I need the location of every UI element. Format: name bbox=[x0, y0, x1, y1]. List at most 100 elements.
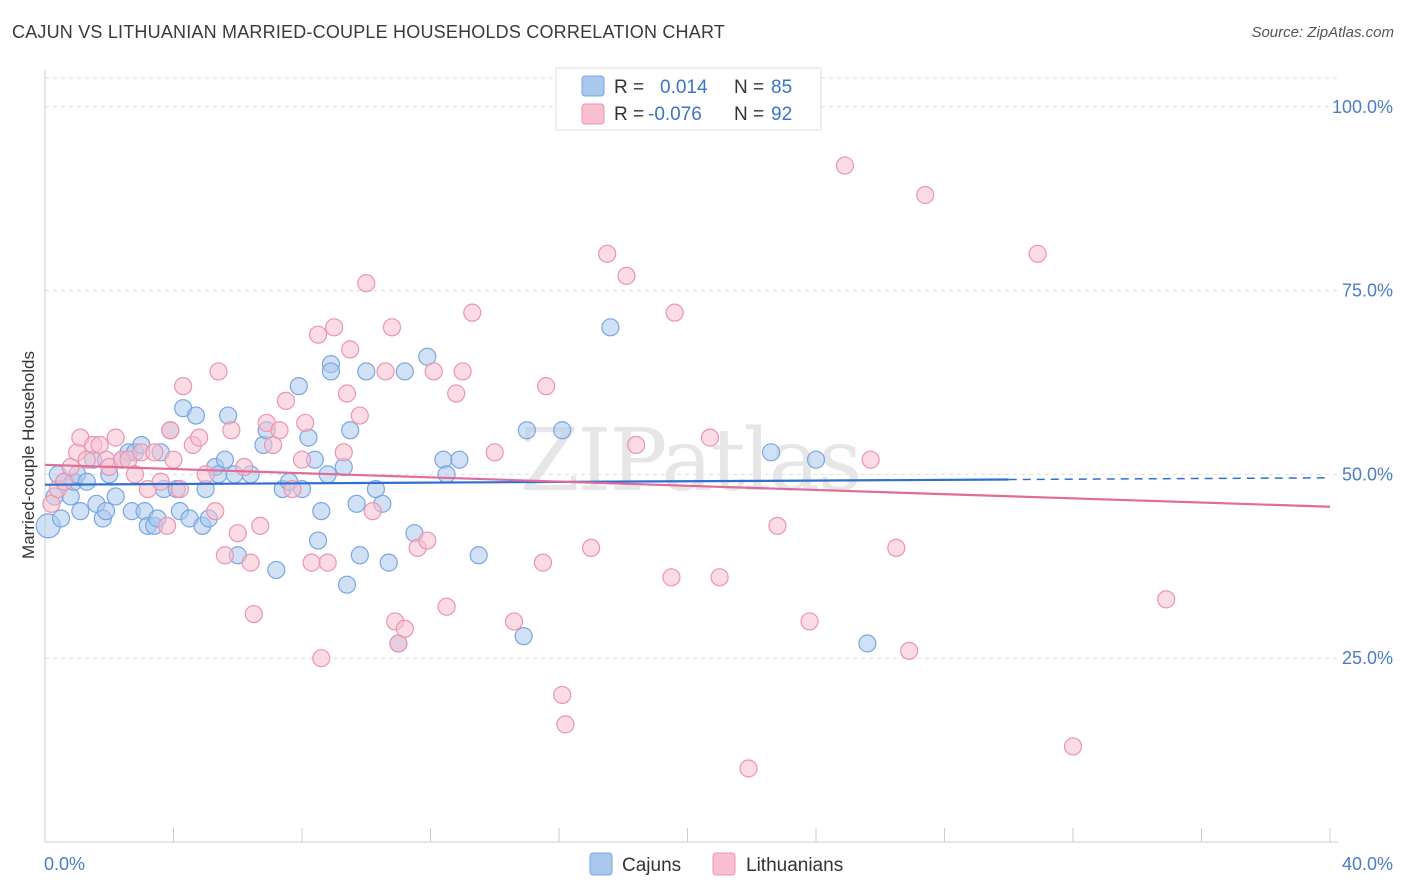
bottom-legend-lithuanians: Lithuanians bbox=[746, 855, 843, 876]
lithuanian-point bbox=[196, 465, 215, 484]
lithuanian-point bbox=[222, 421, 241, 440]
lithuanian-point bbox=[485, 443, 504, 462]
cajun-point bbox=[106, 487, 125, 506]
lithuanian-point bbox=[700, 428, 720, 447]
lithuanian-point bbox=[710, 568, 729, 587]
cajun-point bbox=[51, 509, 71, 528]
lithuanian-point bbox=[598, 244, 617, 263]
legend-r-value-2: -0.076 bbox=[648, 104, 702, 125]
cajun-trend-extension bbox=[1008, 477, 1331, 481]
bottom-legend-swatch-cajuns bbox=[589, 852, 613, 876]
lithuanian-point bbox=[504, 612, 524, 631]
lithuanian-point bbox=[209, 362, 228, 381]
lithuanian-point bbox=[276, 391, 296, 410]
lithuanian-point bbox=[145, 443, 164, 462]
cajun-point bbox=[514, 627, 533, 646]
bottom-legend-swatch-lithuanians bbox=[712, 852, 736, 876]
y-tick-labels: 25.0% 50.0% 75.0% 100.0% bbox=[1332, 97, 1393, 668]
lithuanian-point bbox=[626, 435, 646, 455]
lithuanian-point bbox=[292, 450, 312, 469]
cajun-point bbox=[299, 428, 318, 447]
lithuanian-point bbox=[334, 443, 353, 462]
lithuanian-point bbox=[357, 274, 376, 293]
lithuanian-point bbox=[395, 619, 414, 638]
lithuanian-point bbox=[157, 516, 177, 535]
lithuanian-point bbox=[308, 325, 328, 344]
x-tick-label: 40.0% bbox=[1342, 854, 1393, 874]
lithuanian-point bbox=[553, 685, 572, 705]
cajun-trend-line bbox=[44, 478, 1009, 486]
legend-n-label-1: N = bbox=[734, 77, 764, 98]
lithuanian-point bbox=[125, 465, 145, 484]
legend-r-label-1: R = bbox=[614, 77, 644, 98]
lithuanian-point bbox=[382, 318, 402, 337]
lithuanian-point bbox=[1028, 244, 1047, 263]
cajun-point bbox=[267, 560, 286, 580]
y-tick-label: 50.0% bbox=[1342, 464, 1393, 484]
series-legend: Cajuns Lithuanians bbox=[589, 852, 843, 876]
lithuanian-point bbox=[244, 604, 263, 624]
lithuanian-point bbox=[161, 421, 180, 440]
lithuanian-point bbox=[312, 649, 331, 668]
cajun-point bbox=[434, 450, 453, 469]
lithuanian-point bbox=[533, 553, 553, 572]
lithuanian-point bbox=[1063, 737, 1083, 756]
y-tick-label: 75.0% bbox=[1342, 281, 1393, 301]
lithuanian-point bbox=[106, 428, 125, 447]
lithuanian-point bbox=[768, 516, 787, 535]
lithuanian-point bbox=[206, 502, 225, 521]
legend-r-value-1: 0.014 bbox=[660, 77, 708, 98]
lithuanian-point bbox=[337, 384, 357, 403]
cajun-point bbox=[71, 502, 90, 521]
lithuanian-point bbox=[453, 362, 472, 381]
lithuanian-point bbox=[363, 502, 382, 521]
lithuanian-point bbox=[174, 377, 193, 396]
source-credit: Source: ZipAtlas.com bbox=[1251, 24, 1394, 41]
legend-swatch-lithuanians bbox=[581, 103, 605, 125]
cajun-point bbox=[379, 553, 398, 572]
lithuanian-point bbox=[251, 516, 270, 535]
lithuanian-point bbox=[861, 450, 880, 469]
lithuanian-point bbox=[617, 266, 636, 285]
legend-r-label-2: R = bbox=[614, 104, 644, 125]
lithuanian-point bbox=[537, 377, 556, 396]
lithuanian-point bbox=[151, 472, 170, 491]
legend-n-value-2: 92 bbox=[771, 104, 792, 125]
trend-lines bbox=[44, 463, 1331, 508]
lithuanian-point bbox=[437, 597, 456, 616]
lithuanian-point bbox=[662, 568, 681, 587]
cajun-point bbox=[450, 450, 469, 469]
lithuanian-point bbox=[800, 612, 819, 631]
lithuanian-point bbox=[296, 413, 315, 433]
lithuanian-point bbox=[424, 362, 443, 381]
lithuanian-point bbox=[270, 421, 289, 440]
cajun-point bbox=[96, 502, 116, 521]
cajun-point bbox=[321, 362, 341, 381]
cajun-point bbox=[312, 502, 331, 521]
lithuanian-point bbox=[190, 428, 209, 447]
cajun-point bbox=[357, 362, 376, 381]
grid-lines bbox=[45, 77, 1338, 659]
cajun-point bbox=[761, 443, 781, 462]
correlation-legend: R = 0.014 N = 85 R = -0.076 N = 92 bbox=[555, 67, 822, 131]
cajun-point bbox=[347, 494, 366, 513]
x-tick-label: 0.0% bbox=[44, 854, 85, 874]
cajun-point bbox=[215, 450, 234, 469]
bottom-legend-cajuns: Cajuns bbox=[622, 855, 681, 876]
lithuanian-trend-line bbox=[44, 463, 1331, 508]
cajun-point bbox=[350, 546, 369, 565]
lithuanian-point bbox=[447, 384, 466, 403]
lithuanian-point bbox=[900, 641, 919, 660]
lithuanian-point bbox=[164, 450, 183, 469]
lithuanian-point bbox=[302, 553, 321, 572]
lithuanian-point bbox=[318, 553, 337, 572]
lithuanian-point bbox=[350, 406, 369, 425]
cajun-point bbox=[308, 531, 328, 550]
watermark: ZIPatlas bbox=[520, 411, 860, 511]
cajun-point bbox=[219, 406, 238, 425]
lithuanian-point bbox=[463, 303, 482, 322]
y-axis-label: Married-couple Households bbox=[19, 351, 38, 559]
cajun-point bbox=[553, 421, 572, 440]
cajun-point bbox=[77, 472, 96, 491]
lithuanian-point bbox=[887, 538, 906, 558]
